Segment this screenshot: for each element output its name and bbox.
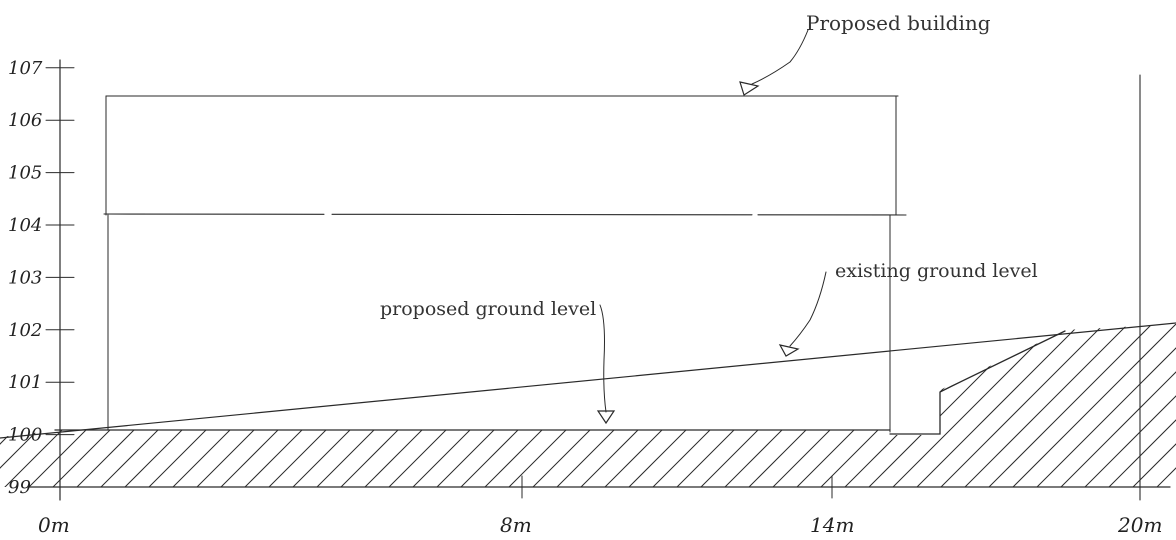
hatch-line [639, 324, 841, 487]
hatch-line [927, 324, 1129, 487]
x-tick-label: 20m [1117, 513, 1162, 537]
x-tick-label: 8m [500, 513, 532, 537]
hatch-line [1143, 324, 1176, 487]
hatch-line [951, 324, 1153, 487]
hatch-line [375, 324, 577, 487]
proposed-ground [54, 330, 1066, 435]
y-tick-label: 105 [8, 163, 42, 184]
hatch-line [735, 324, 937, 487]
hatch-line [543, 324, 745, 487]
hatch-line [399, 324, 601, 487]
hatch-line [519, 324, 721, 487]
hatch-line [879, 324, 1081, 487]
building-floor-line [103, 213, 907, 216]
hatch-line [591, 324, 793, 487]
hatch-line [1023, 324, 1176, 487]
hatch-line [207, 324, 409, 487]
hatch-line [807, 324, 1009, 487]
ground-hatch [0, 324, 1176, 487]
hatch-line [327, 324, 529, 487]
y-tick-label: 103 [8, 267, 42, 288]
hatch-line [687, 324, 889, 487]
proposed-ground-level-label: proposed ground level [380, 298, 596, 320]
x-axis-ticks: 0m 8m 14m 20m [38, 475, 1162, 537]
existing-ground-leader-line [789, 271, 827, 347]
hatch-line [183, 324, 385, 487]
hatch-line [351, 324, 553, 487]
hatch-line [1071, 324, 1176, 487]
hatch-line [1119, 324, 1176, 487]
existing-ground-level-label: existing ground level [835, 260, 1038, 282]
hatch-line [663, 324, 865, 487]
proposed-building-label: Proposed building [806, 11, 991, 35]
hatch-line [855, 324, 1057, 487]
hatch-line [495, 324, 697, 487]
x-tick-label: 0m [38, 513, 70, 537]
building-leader-line [751, 29, 809, 85]
x-tick-label: 14m [810, 513, 854, 537]
hatch-line [783, 324, 985, 487]
y-tick-label: 101 [8, 372, 42, 393]
proposed-level-marker-icon [596, 410, 616, 425]
y-tick-label: 99 [8, 477, 31, 498]
hatch-line [975, 324, 1176, 487]
hatch-line [711, 324, 913, 487]
hatch-line [231, 324, 433, 487]
existing-level-marker-icon [778, 344, 800, 357]
hatch-line [87, 324, 289, 487]
hatch-line [423, 324, 625, 487]
hatch-line [759, 324, 961, 487]
hatch-line [567, 324, 769, 487]
building-level-marker-icon [739, 81, 760, 96]
y-tick-label: 106 [8, 110, 42, 131]
hatch-line [159, 324, 361, 487]
hatch-line [279, 324, 481, 487]
hatch-line [999, 324, 1176, 487]
hatch-line [471, 324, 673, 487]
hatch-line [63, 324, 265, 487]
hatch-line [903, 324, 1105, 487]
hatch-line [831, 324, 1033, 487]
hatch-line [135, 324, 337, 487]
y-tick-label: 104 [8, 215, 42, 236]
hatch-line [447, 324, 649, 487]
y-tick-label: 102 [8, 320, 42, 341]
hatch-line [615, 324, 817, 487]
hatch-line [255, 324, 457, 487]
hatch-line [111, 324, 313, 487]
y-tick-label: 107 [8, 58, 43, 79]
hatch-line [1047, 324, 1176, 487]
proposed-building [103, 95, 907, 433]
hatch-line [303, 324, 505, 487]
hatch-line [1095, 324, 1176, 487]
proposed-ground-leader-line [599, 304, 607, 413]
existing-ground-line [0, 322, 1176, 439]
retaining-step-line [889, 330, 1066, 435]
